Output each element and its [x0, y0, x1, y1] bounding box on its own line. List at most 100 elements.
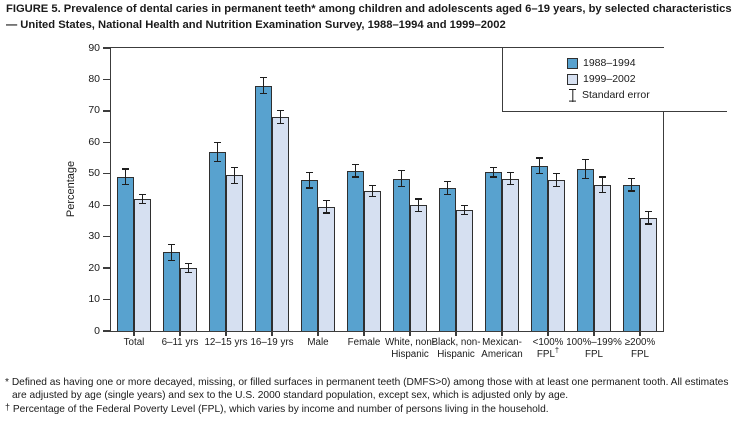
error-bar — [647, 211, 650, 225]
error-bar — [417, 198, 420, 212]
bar-group — [209, 48, 243, 331]
x-category-label: White, non- Hispanic — [384, 337, 436, 360]
x-tick — [501, 331, 503, 336]
bar-group — [485, 48, 519, 331]
legend-item-1988-1994: 1988–1994 — [567, 55, 727, 71]
bar-1988-1994 — [163, 252, 180, 331]
bar-1988-1994 — [577, 169, 594, 331]
error-bar — [555, 173, 558, 187]
error-bar — [308, 172, 311, 188]
bar-1988-1994 — [301, 180, 318, 331]
bar-1999-2002 — [410, 205, 427, 331]
figure-title: FIGURE 5. Prevalence of dental caries in… — [6, 3, 732, 31]
bar-1999-2002 — [502, 178, 519, 331]
legend-label-1999-2002: 1999–2002 — [583, 73, 636, 85]
error-bar — [216, 142, 219, 162]
error-bar — [509, 172, 512, 185]
bar-1999-2002 — [364, 191, 381, 331]
bar-1999-2002 — [226, 175, 243, 331]
standard-error-icon — [568, 88, 577, 102]
error-bar-cap — [415, 210, 422, 213]
error-bar-cap — [553, 173, 560, 175]
x-category-label: Total — [123, 337, 145, 348]
bar-group — [301, 48, 335, 331]
x-tick — [409, 331, 411, 336]
error-bar-cap — [185, 262, 192, 264]
error-bar — [233, 167, 236, 184]
legend-item-1999-2002: 1999–2002 — [567, 71, 727, 87]
error-bar-cap — [306, 171, 313, 173]
y-tick-label: 90 — [88, 41, 100, 54]
x-tick — [455, 331, 457, 336]
error-bar-cap — [461, 204, 468, 206]
error-bar-cap — [369, 196, 376, 198]
bar-1999-2002 — [640, 217, 657, 331]
error-bar-cap — [444, 193, 451, 195]
bar-group — [393, 48, 427, 331]
y-tick — [102, 78, 110, 81]
y-tick — [102, 47, 110, 49]
error-bar-cap — [185, 272, 192, 274]
bar-group — [255, 48, 289, 331]
bar-1999-2002 — [134, 198, 151, 331]
legend-swatch-1999-2002 — [567, 73, 578, 85]
bar-group — [531, 48, 565, 331]
legend-swatch-1988-1994 — [567, 57, 578, 69]
error-bar — [279, 110, 282, 124]
bar-1999-2002 — [548, 180, 565, 331]
bar-1988-1994 — [531, 165, 548, 331]
error-bar-cap — [398, 170, 405, 172]
error-bar-cap — [139, 203, 146, 205]
error-bar-cap — [122, 168, 129, 170]
error-bar-cap — [277, 122, 284, 125]
bar-1999-2002 — [318, 206, 335, 331]
error-bar-cap — [444, 181, 451, 183]
y-tick — [102, 110, 110, 112]
y-tick-label: 0 — [94, 324, 100, 337]
bar-1999-2002 — [180, 268, 197, 331]
error-bar-cap — [139, 193, 146, 195]
error-bar — [354, 164, 357, 177]
footnote-marker: † — [5, 401, 11, 412]
error-bar-cap — [231, 182, 238, 184]
x-tick — [225, 331, 227, 336]
y-tick — [102, 204, 110, 206]
error-bar — [492, 167, 495, 177]
error-bar — [446, 181, 449, 195]
error-bar-cap — [628, 190, 635, 192]
error-bar-cap — [323, 199, 330, 202]
error-bar — [371, 185, 374, 197]
error-bar-cap — [231, 166, 238, 169]
error-bar-cap — [306, 187, 313, 189]
y-tick — [102, 330, 110, 332]
error-bar-cap — [168, 243, 175, 246]
error-bar — [187, 263, 190, 273]
error-bar — [463, 205, 466, 215]
y-tick-label: 20 — [88, 261, 100, 274]
x-category-label: Mexican- American — [481, 337, 523, 360]
x-tick — [271, 331, 273, 336]
error-bar-cap — [582, 177, 589, 180]
bar-group — [117, 48, 151, 331]
bar-1988-1994 — [623, 184, 640, 331]
error-bar-cap — [277, 110, 284, 112]
error-bar-cap — [369, 184, 376, 186]
y-tick-label: 40 — [88, 198, 100, 211]
x-category-label: Female — [347, 337, 381, 348]
error-bar-cap — [628, 177, 635, 180]
x-category-label: ≥200% FPL — [624, 337, 656, 360]
x-tick — [547, 331, 549, 336]
error-bar — [262, 77, 265, 94]
error-bar — [170, 244, 173, 261]
error-bar-cap — [553, 185, 560, 187]
bar-1988-1994 — [255, 85, 272, 331]
error-bar-cap — [507, 171, 514, 173]
legend-item-standard-error: Standard error — [567, 87, 727, 103]
footnote-asterisk: * Defined as having one or more decayed,… — [5, 376, 732, 403]
y-tick-label: 60 — [88, 135, 100, 148]
error-bar-cap — [398, 185, 405, 187]
error-bar — [124, 169, 127, 185]
error-bar-cap — [582, 159, 589, 161]
x-tick — [593, 331, 595, 336]
x-category-label: <100% FPL† — [532, 337, 564, 360]
